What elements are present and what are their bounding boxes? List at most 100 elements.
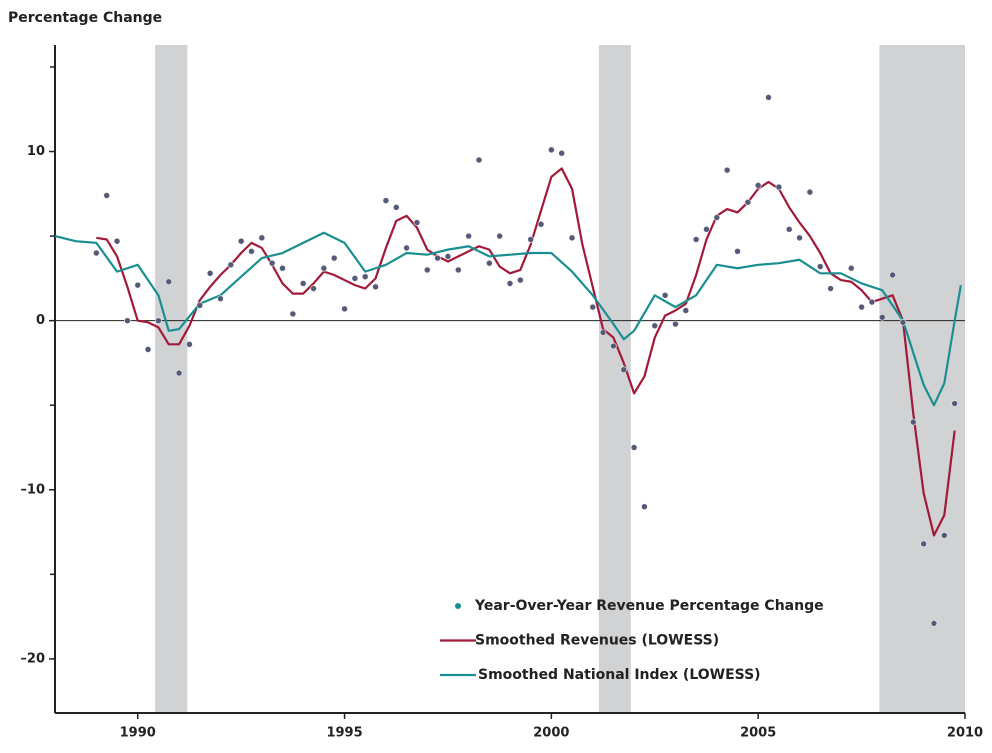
data-point: [734, 248, 741, 255]
data-point: [341, 305, 348, 313]
data-point: [454, 266, 462, 274]
data-point: [155, 317, 162, 324]
data-point: [785, 226, 793, 233]
data-point: [951, 400, 958, 407]
data-point: [175, 369, 183, 377]
data-point: [548, 146, 555, 154]
data-point: [827, 285, 834, 292]
legend-label: Smoothed Revenues (LOWESS): [475, 633, 719, 649]
data-point: [775, 183, 783, 191]
data-point: [113, 237, 121, 245]
data-point: [124, 317, 131, 324]
data-point: [661, 291, 669, 299]
legend-label: Smoothed National Index (LOWESS): [478, 667, 761, 683]
data-point: [465, 232, 472, 240]
data-point: [351, 275, 359, 282]
data-point: [744, 198, 752, 206]
data-point: [403, 244, 410, 252]
data-point: [630, 444, 638, 451]
data-point: [144, 346, 152, 353]
chart-title: Percentage Change: [8, 10, 162, 26]
data-point: [682, 307, 690, 314]
data-point: [599, 329, 607, 336]
data-point: [103, 192, 111, 199]
legend-marker: [455, 603, 461, 609]
data-point: [558, 149, 566, 157]
x-tick-label: 2010: [947, 726, 983, 741]
data-point: [589, 303, 597, 311]
data-point: [765, 94, 772, 101]
data-point: [444, 253, 452, 260]
data-point: [568, 234, 576, 242]
x-tick-label: 1990: [120, 726, 156, 741]
data-point: [899, 319, 907, 326]
data-point: [651, 322, 659, 330]
data-point: [868, 298, 876, 306]
data-point: [858, 303, 865, 311]
data-point: [268, 259, 276, 267]
data-point: [806, 188, 814, 196]
data-point: [506, 280, 514, 287]
data-point: [537, 220, 545, 228]
data-point: [486, 259, 493, 267]
series-line: [54, 231, 962, 407]
data-point: [413, 219, 421, 226]
data-point: [361, 273, 369, 280]
data-point: [930, 620, 938, 627]
data-point: [299, 280, 307, 287]
data-point: [330, 254, 338, 262]
data-point: [909, 418, 917, 426]
x-tick-label: 2000: [533, 726, 569, 741]
y-tick-label: 0: [36, 313, 45, 328]
data-point: [196, 302, 204, 309]
data-point: [920, 540, 927, 548]
legend-label: Year-Over-Year Revenue Percentage Change: [474, 598, 824, 614]
data-point: [889, 271, 896, 279]
data-point: [423, 266, 431, 274]
data-point: [392, 204, 400, 211]
data-point: [941, 532, 948, 539]
data-point: [703, 226, 710, 233]
data-point: [517, 276, 524, 284]
x-tick-label: 2005: [740, 726, 776, 741]
data-point: [186, 341, 193, 348]
data-point: [620, 366, 628, 373]
data-point: [279, 264, 286, 272]
data-point: [713, 214, 721, 221]
data-point: [754, 182, 762, 189]
data-point: [641, 503, 648, 510]
data-point: [527, 236, 534, 243]
data-point: [289, 310, 297, 318]
data-point: [134, 281, 142, 289]
data-point: [878, 313, 886, 321]
data-point: [217, 295, 224, 302]
data-point: [320, 264, 328, 272]
data-point: [692, 236, 700, 243]
data-point: [237, 237, 245, 245]
data-point: [310, 285, 317, 292]
data-point: [475, 156, 483, 164]
data-point: [258, 234, 266, 242]
data-point: [610, 342, 617, 350]
series-line: [96, 167, 956, 537]
data-point: [227, 261, 235, 269]
data-point: [434, 254, 441, 262]
data-point: [672, 320, 679, 328]
data-point: [372, 283, 379, 291]
data-point: [93, 249, 100, 257]
y-tick-label: –20: [20, 651, 45, 666]
data-point: [165, 278, 173, 286]
data-point: [248, 248, 255, 255]
data-point: [723, 166, 731, 174]
y-tick-label: –10: [20, 482, 45, 497]
data-point: [496, 232, 503, 240]
x-tick-label: 1995: [326, 726, 362, 741]
data-point: [796, 234, 803, 242]
data-point: [206, 270, 214, 277]
y-tick-label: 10: [27, 144, 45, 159]
data-point: [816, 263, 824, 270]
data-point: [382, 197, 390, 204]
recession-shade: [598, 45, 631, 713]
data-point: [847, 264, 855, 272]
